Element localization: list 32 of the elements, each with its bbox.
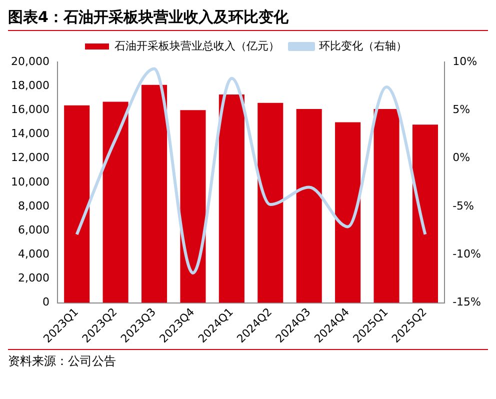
y-tick-label: 16,000 (10, 103, 50, 116)
y-tick-label: 20,000 (10, 54, 50, 68)
bar (258, 102, 284, 303)
y2-tick-label: -10% (452, 248, 482, 260)
y-tick-label: 14,000 (10, 127, 50, 140)
y-tick-label: 4,000 (18, 248, 50, 260)
bar (141, 84, 168, 303)
line-series (75, 67, 427, 274)
y-tick-label: 6,000 (18, 223, 50, 236)
legend-label: 石油开采板块营业总收入（亿元） (114, 39, 280, 52)
bar (102, 102, 128, 303)
y2-tick-label: 5% (452, 103, 470, 116)
y2-tick-label: 0% (452, 151, 470, 164)
y2-tick-label: -15% (452, 296, 482, 309)
legend-label: 环比变化（右轴） (319, 39, 407, 52)
bar (335, 122, 361, 303)
y-tick-label: 10,000 (10, 175, 50, 188)
chart-title: 图表4：石油开采板块营业收入及环比变化 (8, 8, 290, 28)
bar (296, 108, 322, 303)
y-tick-label: 12,000 (10, 151, 50, 164)
y-tick-label: 0 (42, 296, 50, 309)
y2-tick-label: 10% (452, 54, 478, 68)
bar (180, 110, 206, 303)
bar (64, 105, 90, 303)
text: 资料来源：公司公告 (8, 353, 117, 370)
y2-tick-label: -5% (452, 199, 474, 212)
y-tick-label: 2,000 (18, 272, 50, 285)
y-tick-label: 8,000 (18, 199, 50, 212)
bar (374, 108, 400, 303)
bar (218, 94, 244, 303)
bar (412, 124, 438, 303)
y-tick-label: 18,000 (10, 78, 50, 92)
